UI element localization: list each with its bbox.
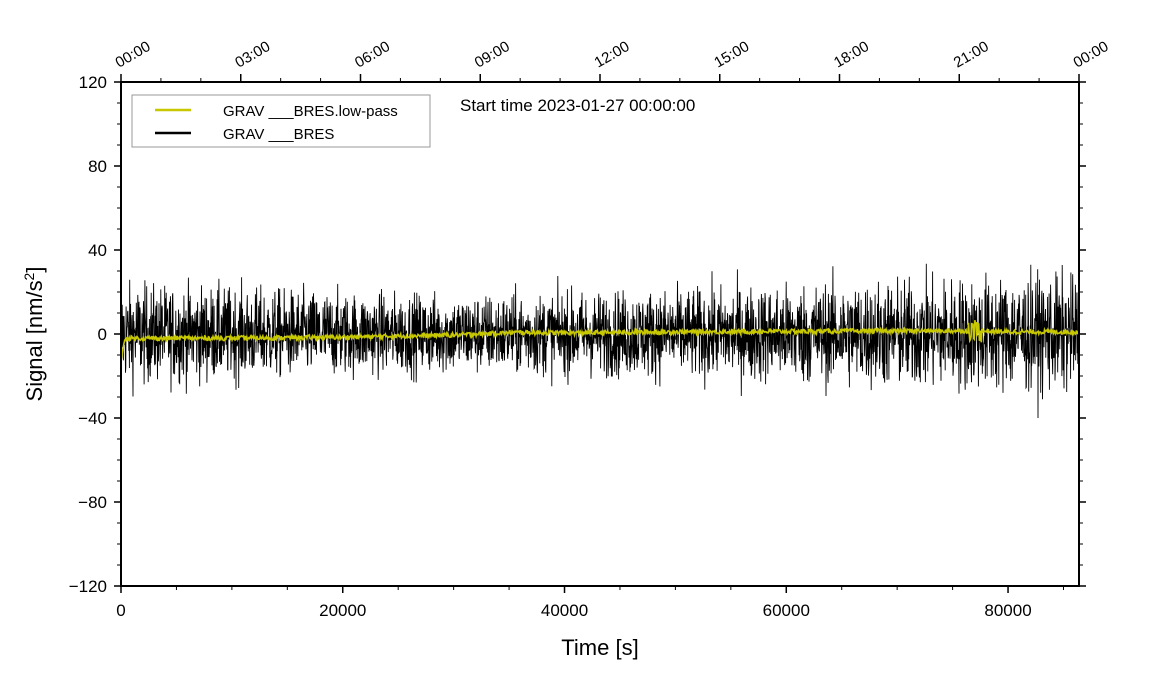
x-axis-label: Time [s]: [561, 635, 638, 660]
top-axis-label: 00:00: [113, 38, 154, 71]
series-grav-bres-lowpass: [120, 319, 1080, 361]
legend: GRAV ___BRES.low-pass GRAV ___BRES: [131, 94, 431, 148]
legend-box: [131, 94, 431, 148]
y-tick-label: −120: [69, 577, 107, 596]
y-tick-label: 0: [98, 325, 107, 344]
x-tick-label: 80000: [984, 601, 1031, 620]
series-grav-bres: [120, 263, 1080, 419]
legend-label-lowpass: GRAV ___BRES.low-pass: [223, 103, 398, 120]
y-axis-label: Signal [nm/s2]: [21, 267, 47, 402]
top-axis-label: 12:00: [592, 38, 633, 71]
y-tick-label: 40: [88, 241, 107, 260]
x-tick-label: 20000: [319, 601, 366, 620]
y-tick-label: 120: [79, 73, 107, 92]
top-axis-label: 03:00: [232, 38, 273, 71]
x-tick-label: 0: [116, 601, 125, 620]
raw-signal-line: [120, 263, 1080, 419]
x-tick-label: 60000: [763, 601, 810, 620]
y-axis-label-end: ]: [22, 267, 47, 273]
legend-label-raw: GRAV ___BRES: [223, 126, 334, 143]
top-axis-label: 21:00: [951, 38, 992, 71]
lowpass-signal-line: [120, 319, 1080, 361]
top-axis-label: 00:00: [1071, 38, 1112, 71]
top-axis-label: 15:00: [711, 38, 752, 71]
top-axis-label: 18:00: [831, 38, 872, 71]
start-time-annotation: Start time 2023-01-27 00:00:00: [460, 96, 695, 115]
y-tick-label: −40: [78, 409, 107, 428]
top-axis-label: 09:00: [472, 38, 513, 71]
y-tick-label: −80: [78, 493, 107, 512]
y-tick-label: 80: [88, 157, 107, 176]
y-axis-label-sup: 2: [21, 272, 37, 280]
x-tick-label: 40000: [541, 601, 588, 620]
y-axis-label-main: Signal [nm/s: [22, 280, 47, 401]
top-axis-label: 06:00: [352, 38, 393, 71]
